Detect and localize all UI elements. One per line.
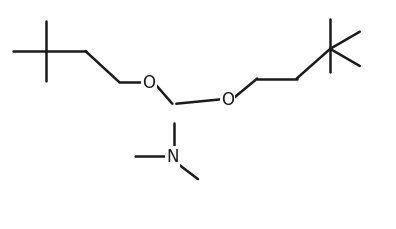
Text: O: O (221, 91, 234, 109)
Text: O: O (142, 74, 155, 92)
Text: N: N (166, 148, 179, 166)
